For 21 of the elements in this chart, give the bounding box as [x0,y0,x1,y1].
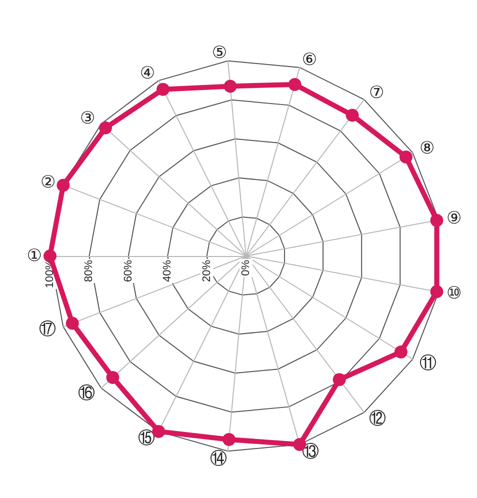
spoke-label: ⑦ [368,83,384,104]
spoke-label: ⑪ [419,353,436,374]
y-tick-label: 20% [200,260,213,282]
spoke-label: ③ [80,108,96,129]
spoke-label: ⑭ [210,449,228,470]
spoke-label: ⑩ [446,283,462,304]
spoke-label: ⑯ [78,383,96,404]
y-tick-label: 80% [83,260,96,282]
spoke-label: ⑧ [419,138,435,159]
y-tick-label: 60% [122,260,134,282]
y-tick-label: 0% [240,260,252,276]
spoke-label: ④ [140,63,156,84]
spoke-label: ⑫ [368,408,386,429]
spoke-label: ⑰ [38,320,56,340]
y-tick-label: 40% [162,260,174,282]
spoke-label: ⑤ [212,42,228,63]
spoke-label: ① [26,246,42,266]
spoke-label: ② [40,172,56,192]
spoke-label: ⑥ [302,50,318,70]
spoke-label: ⑨ [446,208,462,229]
spoke-label: ⑮ [138,428,156,449]
